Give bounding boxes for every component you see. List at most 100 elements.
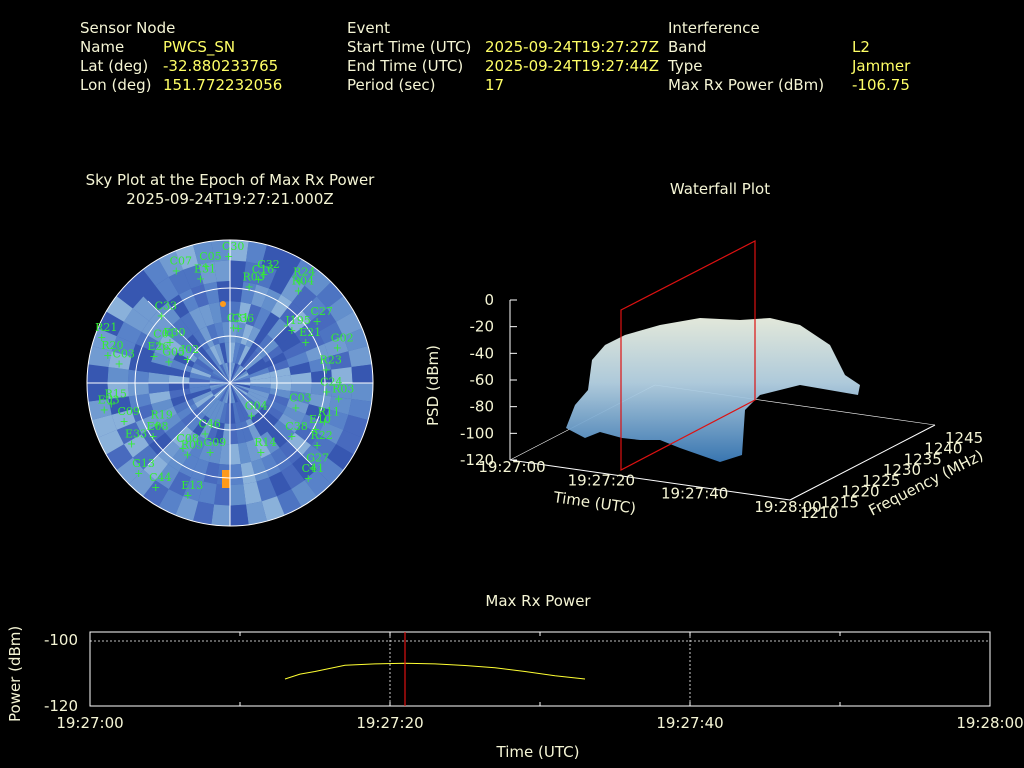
satellite-label: C24 (320, 376, 342, 389)
satellite-marker: + (333, 342, 342, 355)
satellite-label: E33 (125, 428, 147, 441)
type-label: Type (668, 57, 703, 75)
waterfall-z-tick: -120 (460, 451, 494, 469)
power-x-tick: 19:27:40 (656, 714, 723, 732)
satellite-marker: + (301, 336, 310, 349)
satellite-marker: + (178, 442, 187, 455)
satellite-label: C33 (155, 300, 177, 313)
satellite-marker: + (259, 268, 268, 281)
satellite-marker: + (119, 415, 128, 428)
satellite-label: E10 (309, 413, 331, 426)
satellite-marker: + (244, 281, 253, 294)
satellite-marker: + (100, 403, 109, 416)
satellite-marker: + (149, 430, 158, 443)
end-time-label: End Time (UTC) (347, 57, 464, 75)
satellite-marker: + (294, 284, 303, 297)
satellite-label: R22 (311, 429, 333, 442)
satellite-marker: + (155, 337, 164, 350)
waterfall-y-tick: 1225 (862, 472, 900, 490)
satellite-label: C46 (198, 417, 220, 430)
power-series-line (284, 662, 586, 680)
skyplot: +C30+C32+C16+R24+R04+R03+C07 +C05+E31+C33… (86, 239, 374, 527)
satellite-marker: + (97, 331, 106, 344)
satellite-label: R09 (181, 439, 203, 452)
waterfall-z-tick: -80 (470, 398, 495, 416)
waterfall-title: Waterfall Plot (669, 180, 771, 198)
satellite-label: C38 (285, 420, 307, 433)
waterfall-x-tick: 19:27:00 (478, 458, 545, 476)
waterfall-y-tick: 1230 (883, 461, 921, 479)
satellite-marker: + (287, 430, 296, 443)
satellite-label: G05 (162, 345, 185, 358)
satellite-label: R23 (320, 353, 342, 366)
satellite-marker: + (313, 439, 322, 452)
skyplot-title: Sky Plot at the Epoch of Max Rx Power (85, 171, 375, 189)
waterfall-y-tick: 1245 (945, 429, 983, 447)
satellite-marker: + (134, 467, 143, 480)
satellite-marker: + (201, 260, 210, 273)
satellite-marker: + (322, 386, 331, 399)
waterfall-z-tick: -40 (470, 344, 495, 362)
lat-label: Lat (deg) (80, 57, 149, 75)
satellite-label: R20 (101, 339, 123, 352)
lon-value: 151.772232056 (163, 76, 283, 94)
max-power-label: Max Rx Power (dBm) (668, 76, 825, 94)
waterfall-y-tick: 1215 (821, 493, 859, 511)
satellite-label: G09 (203, 436, 226, 449)
satellite-label: C16 (252, 263, 274, 276)
satellite-marker: + (234, 322, 243, 335)
satellite-marker: + (165, 336, 174, 349)
waterfall-x-tick: 19:27:40 (661, 485, 728, 503)
satellite-marker: + (196, 273, 205, 286)
waterfall-zlabel: PSD (dBm) (424, 345, 442, 426)
satellite-label: C27 (311, 305, 333, 318)
power-y-tick: -100 (44, 631, 78, 649)
power-xlabel: Time (UTC) (496, 743, 580, 761)
satellite-label: R03 (242, 271, 264, 284)
satellite-marker: + (320, 416, 329, 429)
satellite-label: R24 (293, 265, 315, 278)
satellite-marker: + (256, 446, 265, 459)
period-value: 17 (485, 76, 505, 94)
satellite-marker: + (229, 322, 238, 335)
band-label: Band (668, 38, 707, 56)
satellite-label: C01 (153, 327, 175, 340)
lat-value: -32.880233765 (163, 57, 279, 75)
satellite-label: G27 (306, 451, 329, 464)
satellite-label: C44 (149, 471, 171, 484)
satellite-marker: + (183, 449, 192, 462)
satellite-marker: + (291, 401, 300, 414)
satellite-label: E08 (147, 420, 169, 433)
satellite-label: R11 (318, 406, 340, 419)
waterfall-z-tick: -20 (470, 318, 495, 336)
satellite-label: C09 (117, 405, 139, 418)
satellite-marker: + (313, 315, 322, 328)
satellite-marker: + (254, 273, 263, 286)
satellite-marker: + (127, 438, 136, 451)
satellite-label: C08 (176, 432, 198, 445)
satellite-label: R04 (292, 274, 314, 287)
satellite-label: C31 (227, 312, 249, 325)
event-title: Event (347, 19, 390, 37)
skyplot-subtitle: 2025-09-24T19:27:21.000Z (126, 190, 334, 208)
satellite-label: R15 (105, 388, 127, 401)
satellite-marker: + (295, 275, 304, 288)
satellite-label: G04 (245, 400, 268, 413)
satellite-marker: + (200, 427, 209, 440)
satellite-marker: + (205, 446, 214, 459)
satellite-marker: + (308, 461, 317, 474)
satellite-marker: + (183, 353, 192, 366)
end-time-value: 2025-09-24T19:27:44Z (485, 57, 659, 75)
start-time-label: Start Time (UTC) (347, 38, 472, 56)
waterfall-xlabel: Time (UTC) (551, 488, 637, 518)
waterfall-z-tick: 0 (484, 291, 494, 309)
period-label: Period (sec) (347, 76, 436, 94)
satellite-marker: + (152, 418, 161, 431)
power-x-tick: 19:27:20 (356, 714, 423, 732)
waterfall-x-tick: 19:28:00 (754, 498, 821, 516)
waterfall-y-tick: 1240 (924, 440, 962, 458)
satellite-label: C32 (257, 258, 279, 271)
satellite-marker: + (311, 423, 320, 436)
